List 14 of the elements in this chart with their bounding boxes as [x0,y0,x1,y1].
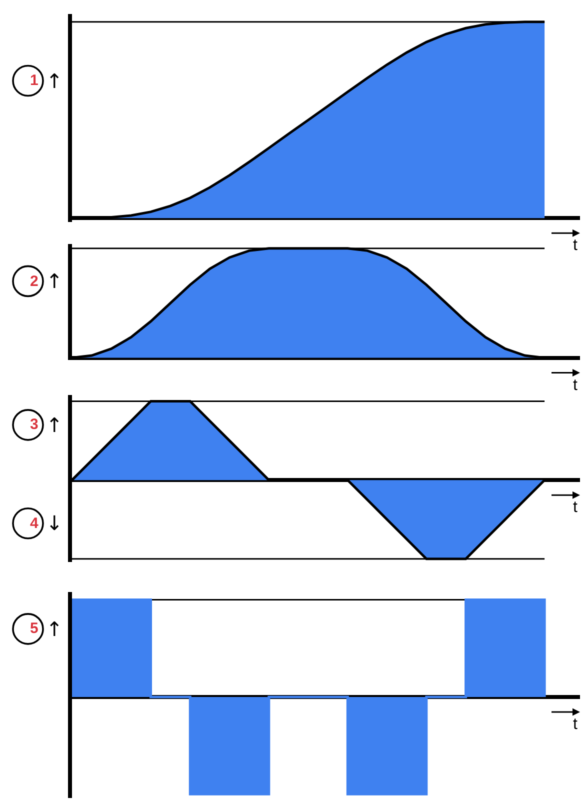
x-axis-title: t [573,716,578,733]
text: 3 [30,416,38,433]
text: ↑ [46,69,63,93]
text: ↑ [46,269,63,293]
text: ↓ [46,511,63,535]
x-axis-title: t [573,499,578,516]
x-axis-title: t [573,377,578,394]
text: 2 [30,273,38,290]
text: ↑ [46,617,63,641]
text: 1 [30,72,38,89]
text: ↑ [46,413,63,437]
text: 5 [30,620,38,637]
text: 4 [30,515,39,532]
x-axis-title: t [573,237,578,254]
